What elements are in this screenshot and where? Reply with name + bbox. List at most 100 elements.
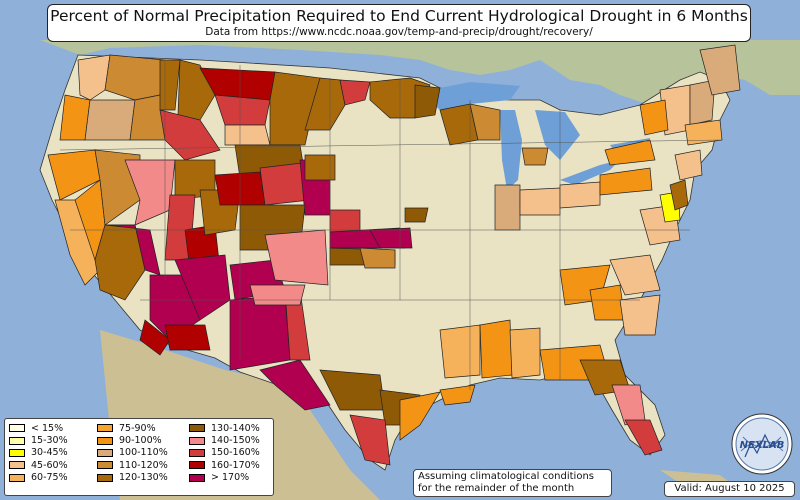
region-or-central [84,99,136,141]
lake-huron [535,110,580,160]
region-mt-south [214,94,271,126]
region-ks-east [369,227,413,249]
region-wa-coast [77,54,111,101]
region-tx-panhandle [249,284,306,306]
legend-item: 140-150% [189,434,260,446]
region-wa-east [104,54,166,101]
region-sc [619,294,661,336]
legend-label: 90-100% [119,435,162,447]
region-tx-coast [399,391,441,441]
legend: < 15% 15-30% 30-45% 45-60% 60-75% 75-90%… [4,418,274,496]
title-box: Percent of Normal Precipitation Required… [47,4,751,42]
legend-label: 60-75% [31,472,68,484]
legend-label: 110-120% [119,459,168,471]
legend-item: 160-170% [189,459,260,471]
legend-label: 150-160% [211,447,260,459]
region-fl-south [624,419,663,456]
region-nd-east [339,79,371,106]
legend-label: 75-90% [119,422,156,434]
region-ks-se [359,247,396,269]
region-la-coast [439,384,476,406]
legend-label: 15-30% [31,435,68,447]
region-vt-nh [689,79,716,126]
region-oh [559,181,601,209]
legend-item: 110-120% [97,459,168,471]
region-id-south [159,109,221,161]
legend-swatch [9,461,25,470]
legend-label: > 170% [211,472,250,484]
canada-landmass [40,40,800,120]
valid-date: Valid: August 10 2025 [664,481,795,497]
region-nc-east [609,254,661,296]
region-ks-north [329,209,361,233]
lake-superior [420,82,520,110]
region-la-north [439,324,481,379]
legend-label: 160-170% [211,459,260,471]
legend-column-2: 75-90% 90-100% 100-110% 110-120% 120-130… [97,422,168,484]
legend-swatch [97,424,113,433]
drought-regions [47,44,741,466]
region-mi-upper [521,147,549,166]
legend-item: 15-30% [9,434,68,446]
region-nj [674,149,703,181]
region-az-south [139,319,171,356]
region-ne-west [304,154,336,181]
legend-item: < 15% [9,422,68,434]
lake-michigan [500,110,522,190]
legend-swatch [189,448,205,457]
region-az-se [164,324,211,351]
region-ny-west [604,139,656,166]
legend-label: 120-130% [119,472,168,484]
region-al [509,327,541,379]
legend-swatch [189,473,205,482]
legend-item: 150-160% [189,447,260,459]
legend-column-1: < 15% 15-30% 30-45% 45-60% 60-75% [9,422,68,484]
legend-swatch [97,436,113,445]
region-nm-central [229,294,291,371]
region-ny-north [639,99,669,136]
logo-text: NEXLAB [740,440,785,451]
region-de [669,179,689,211]
legend-label: < 15% [31,422,64,434]
region-nv-central [124,159,176,226]
legend-item: 130-140% [189,422,260,434]
legend-swatch [97,473,113,482]
region-il [494,184,521,231]
region-nc-west [589,284,626,321]
map-title: Percent of Normal Precipitation Required… [50,7,748,25]
legend-swatch [97,461,113,470]
legend-item: 60-75% [9,472,68,484]
region-mn-east [414,84,441,119]
legend-item: 100-110% [97,447,168,459]
region-me [699,44,741,96]
region-tx-south [349,414,391,466]
region-wy-north [224,124,271,146]
legend-swatch [9,436,25,445]
region-pa-south [599,167,653,196]
assumption-note-line1: Assuming climatological conditions [418,471,594,482]
legend-swatch [189,436,205,445]
legend-item: 75-90% [97,422,168,434]
legend-label: 45-60% [31,459,68,471]
legend-swatch [189,461,205,470]
region-nd [304,77,346,131]
legend-item: > 170% [189,472,260,484]
nexlab-logo: NEXLAB [731,413,793,475]
legend-label: 140-150% [211,435,260,447]
legend-swatch [9,448,25,457]
legend-swatch [189,424,205,433]
region-ma [684,119,723,146]
legend-item: 30-45% [9,447,68,459]
legend-swatch [97,448,113,457]
region-ok-pan [264,229,329,286]
legend-label: 100-110% [119,447,168,459]
assumption-note: Assuming climatological conditions for t… [413,469,612,497]
region-mt-west [177,59,216,121]
region-nv-south [104,224,161,276]
state-boundaries [59,60,721,390]
legend-swatch [9,473,25,482]
region-wi-east [469,103,501,141]
legend-item: 120-130% [97,472,168,484]
legend-label: 30-45% [31,447,68,459]
